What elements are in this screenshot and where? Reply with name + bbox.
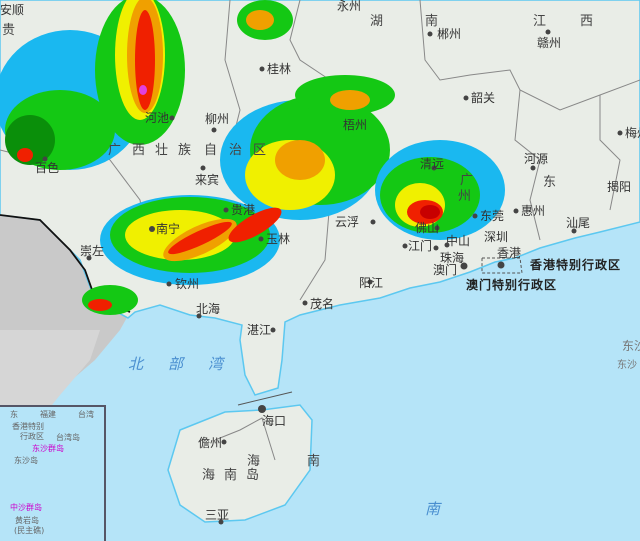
south-china-sea-inset-map: 东 福建 台湾 香港特别 行政区 台湾岛 东沙群岛 东沙岛 中沙群岛 黄岩岛 (… xyxy=(0,405,106,541)
city-label-shanwei: 汕尾 xyxy=(566,216,591,230)
region-label-guangxi-3: 壮 xyxy=(155,143,171,158)
city-label-chongzuo: 崇左 xyxy=(80,244,105,258)
inset-label: 台湾岛 xyxy=(56,433,80,442)
island-label-hainan-3: 岛 xyxy=(246,468,262,483)
city-markers xyxy=(42,29,623,525)
sea-label-beibu-1: 北 xyxy=(128,355,162,373)
region-label-guangxi-6: 治 xyxy=(229,143,245,158)
island-label-hainan-2: 南 xyxy=(224,468,240,483)
city-label-shaoguan: 韶关 xyxy=(471,91,496,105)
sar-label-hongkong: 香港特别行政区 xyxy=(530,258,622,272)
inset-label: 中沙群岛 xyxy=(10,503,42,512)
province-label-hainan-2: 南 xyxy=(307,454,323,469)
inset-label: 香港特别 xyxy=(12,422,44,431)
inset-label: 黄岩岛 xyxy=(15,516,39,525)
city-label-anshun: 安顺 xyxy=(0,3,25,17)
city-label-zhongshan: 中山 xyxy=(446,234,471,248)
city-label-huizhou: 惠州 xyxy=(521,204,546,218)
city-label-ganzhou: 赣州 xyxy=(537,36,562,50)
city-label-guigang: 贵港 xyxy=(231,203,256,217)
city-label-meizhou: 梅州 xyxy=(625,126,640,140)
inset-label: 东沙群岛 xyxy=(32,444,64,453)
city-label-guilin: 桂林 xyxy=(267,62,292,76)
city-label-jieyang: 揭阳 xyxy=(607,180,632,194)
city-label-shenzhen: 深圳 xyxy=(484,230,509,244)
inset-label: 东沙岛 xyxy=(14,456,38,465)
inset-label: (民主礁) xyxy=(14,526,45,535)
sar-label-macau: 澳门特别行政区 xyxy=(466,278,558,292)
region-label-guangxi-4: 族 xyxy=(178,143,194,158)
city-label-baise: 百色 xyxy=(35,161,60,175)
city-label-hechi: 河池 xyxy=(145,111,170,125)
city-label-macau: 澳门 xyxy=(433,263,458,277)
city-label-chenzhou: 郴州 xyxy=(437,27,462,41)
region-label-guangxi-1: 广 xyxy=(108,143,124,158)
city-label-sanya: 三亚 xyxy=(205,508,230,522)
city-label-hongkong: 香港 xyxy=(497,246,522,260)
sea-label-beibu-2: 部 xyxy=(168,355,202,373)
province-label-guangdong: 东 xyxy=(543,175,559,190)
city-label-liuzhou: 柳州 xyxy=(205,112,230,126)
province-label-guizhou: 贵 xyxy=(2,23,18,38)
city-label-guangzhou-1: 广 xyxy=(460,173,476,188)
city-label-yulin: 玉林 xyxy=(266,232,291,246)
city-label-qingyuan: 清远 xyxy=(420,157,445,171)
city-label-haikou: 海口 xyxy=(262,414,287,428)
region-label-guangxi-2: 西 xyxy=(132,143,148,158)
city-label-nanning: 南宁 xyxy=(156,222,181,236)
hongkong-boundary xyxy=(481,257,523,274)
sea-label-beibu-3: 湾 xyxy=(208,355,242,373)
hainan-island xyxy=(167,404,313,523)
city-label-guangzhou-2: 州 xyxy=(458,189,474,204)
city-label-jiangmen: 江门 xyxy=(408,239,433,253)
province-label-jiangxi-1: 江 xyxy=(533,14,549,29)
inset-label: 台湾 xyxy=(78,410,94,419)
city-label-laibin: 来宾 xyxy=(195,173,220,187)
island-label-dongsha-islands: 东沙 xyxy=(622,339,640,353)
city-label-foshan: 佛山 xyxy=(415,221,440,235)
city-label-yangjiang: 阳江 xyxy=(359,276,384,290)
sea-label-south-china-sea: 南 xyxy=(425,500,459,518)
inset-label: 东 xyxy=(10,410,18,419)
province-label-hainan-1: 海 xyxy=(247,454,263,469)
city-label-yunfu: 云浮 xyxy=(335,215,360,229)
city-label-yongzhou: 永州 xyxy=(337,0,362,13)
radar-echoes xyxy=(0,0,505,315)
region-label-guangxi-5: 自 xyxy=(204,143,220,158)
province-label-hunan-1: 湖 xyxy=(370,14,386,29)
city-label-heyuan: 河源 xyxy=(524,152,549,166)
island-label-hainan-1: 海 xyxy=(202,468,218,483)
city-label-zhanjiang: 湛江 xyxy=(247,323,272,337)
island-label-dongsha: 东沙 xyxy=(617,360,637,371)
city-label-danzhou: 儋州 xyxy=(198,436,223,450)
region-label-guangxi-7: 区 xyxy=(253,143,269,158)
province-label-jiangxi-2: 西 xyxy=(580,14,596,29)
inset-label: 行政区 xyxy=(20,432,44,441)
city-label-zhuhai: 珠海 xyxy=(440,251,465,265)
province-label-hunan-2: 南 xyxy=(425,14,441,29)
inset-label: 福建 xyxy=(40,410,56,419)
city-label-beihai: 北海 xyxy=(196,302,221,316)
city-label-wuzhou: 梧州 xyxy=(343,118,368,132)
city-label-maoming: 茂名 xyxy=(310,297,335,311)
city-label-dongguan: 东莞 xyxy=(480,209,505,223)
qiongzhou-strait-line xyxy=(237,391,293,406)
city-label-qinzhou: 钦州 xyxy=(175,277,200,291)
